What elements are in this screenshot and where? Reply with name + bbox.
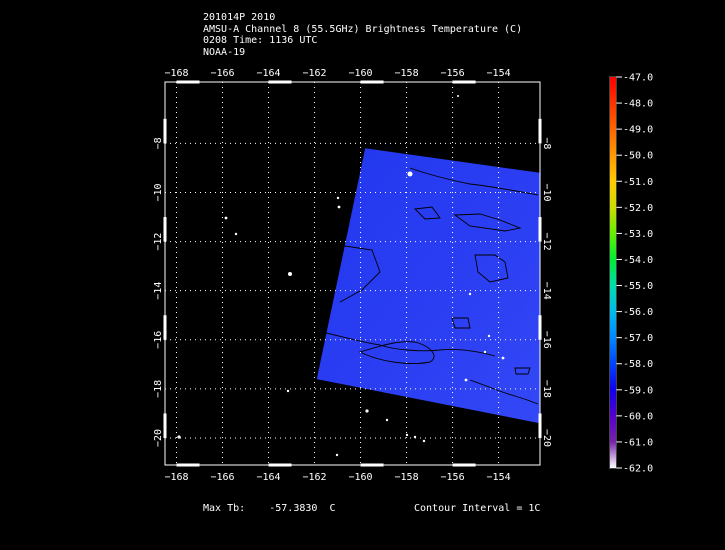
color-scale-label: -59.0 [623,385,653,396]
contour-line [409,167,539,196]
lat-label-right: −18 [541,380,552,398]
island [468,292,472,296]
color-scale-label: -60.0 [623,411,653,422]
product-name: AMSU-A Channel 8 (55.5GHz) Brightness Te… [203,23,523,35]
color-scale-label: -49.0 [623,125,653,136]
observation-time: 0208 Time: 1136 UTC [203,35,318,46]
lat-label-right: −14 [541,282,552,300]
color-scale-label: -52.0 [623,203,653,214]
color-scale-label: -61.0 [623,437,653,448]
axis-tick-labels: −168 −168 −166 −166 −164 −164 −162 −162 −160 −160… [153,68,552,483]
lon-label-top: −160 [349,68,373,79]
contour-interval: Contour Interval = 1C [414,503,541,514]
island [457,95,459,97]
max-tb-unit: C [329,503,336,514]
color-scale-label: -54.0 [623,255,653,266]
lon-label-bottom: −160 [349,472,373,483]
lat-label-right: −12 [541,233,552,251]
contour-line [514,367,531,375]
frame-tick-bars [163,80,542,467]
map-title-block: 201014P 2010 AMSU-A Channel 8 (55.5GHz) … [203,12,522,58]
lat-label-left: −18 [153,380,164,398]
lon-label-top: −162 [302,68,326,79]
lat-label-right: −16 [541,331,552,349]
lon-label-top: −154 [487,68,511,79]
contour-line [453,213,522,232]
lat-label-right: −20 [541,429,552,447]
island [464,378,468,382]
lat-label-right: −10 [541,183,552,201]
lat-label-right: −8 [541,137,552,149]
color-scale-label: -48.0 [623,99,653,110]
island [407,171,413,177]
island-coastlines [177,95,505,457]
color-scale-label: -51.0 [623,177,653,188]
color-scale-label: -47.0 [623,73,653,84]
color-scale-label: -57.0 [623,333,653,344]
island [405,433,409,437]
color-scale-label: -53.0 [623,229,653,240]
island [234,232,238,236]
contour-line [414,206,441,220]
color-scale-outline [609,76,617,469]
lon-label-top: −168 [164,68,188,79]
contour-lines [321,167,539,405]
lon-label-bottom: −168 [164,472,188,483]
lon-label-bottom: −164 [256,472,280,483]
island [224,216,228,220]
contour-line [451,317,471,329]
color-scale-label: -55.0 [623,281,653,292]
island [422,439,426,443]
lon-label-top: −164 [256,68,280,79]
data-swath [316,148,540,424]
lat-label-left: −8 [153,137,164,149]
island [337,205,341,209]
lon-label-top: −166 [210,68,234,79]
lon-label-bottom: −166 [210,472,234,483]
color-scale-label: -62.0 [623,464,653,475]
contour-line [337,244,381,303]
swath-polygon [316,148,540,424]
color-scale-bar: -47.0 -48.0 -49.0 -50.0 -51.0 -52.0 -53.0 -54.0… [610,73,653,475]
lon-label-bottom: −154 [487,472,511,483]
storm-id: 201014P 2010 [203,12,276,23]
island [288,272,292,276]
max-tb-label: Max Tb: [203,503,246,514]
island [385,418,389,422]
lat-label-left: −14 [153,282,164,300]
island [286,389,290,393]
lon-label-bottom: −162 [302,472,326,483]
lat-label-left: −16 [153,331,164,349]
island [501,356,505,360]
island [336,196,340,200]
contour-line [321,331,496,357]
lon-label-top: −158 [395,68,419,79]
lon-label-top: −156 [441,68,465,79]
island [483,350,487,354]
satellite-name: NOAA-19 [203,46,246,58]
map-frame [164,81,541,466]
contour-line [469,379,539,405]
max-tb-readout: Max Tb: -57.3830 C [203,503,336,514]
color-scale-label: -58.0 [623,359,653,370]
lat-label-left: −10 [153,183,164,201]
island [487,334,491,338]
lat-label-left: −12 [153,233,164,251]
island [413,435,417,439]
island [365,409,369,413]
contour-line [474,254,509,283]
island [335,453,339,457]
lon-label-bottom: −156 [441,472,465,483]
max-tb-value: -57.3830 [269,503,318,514]
island [177,435,181,439]
color-scale-gradient [610,77,616,468]
lat-label-left: −20 [153,429,164,447]
contour-line [358,341,435,364]
color-scale-label: -50.0 [623,151,653,162]
lon-label-bottom: −158 [395,472,419,483]
color-scale-label: -56.0 [623,307,653,318]
